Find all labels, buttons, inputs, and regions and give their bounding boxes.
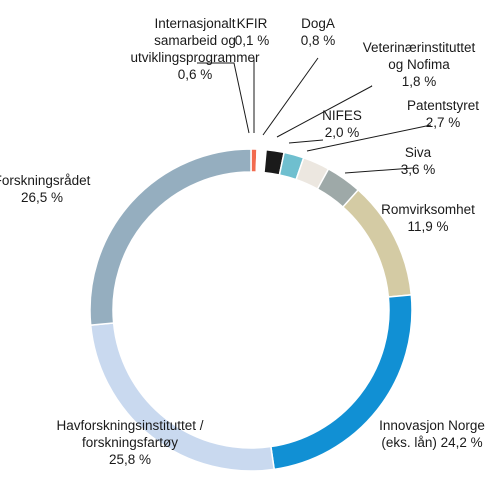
slice-label-line: 2,0 % <box>325 125 360 140</box>
slice-label-line: 0,1 % <box>235 33 270 48</box>
slice-label-7: Siva 3,6 % <box>401 145 436 177</box>
slice-label-3: DogA 0,8 % <box>301 16 336 48</box>
slice-label-line: Veterinærinstituttet <box>363 40 476 55</box>
slice-label-line: forskningsfartøy <box>82 435 178 450</box>
leader-line-7 <box>344 167 414 174</box>
slice-label-line: Internasjonalt <box>154 16 235 31</box>
slice-label-line: og Nofima <box>388 57 450 72</box>
slice-11 <box>89 148 252 326</box>
slice-label-10: Havforskningsinstituttet / forskningsfart… <box>56 418 203 467</box>
slice-label-line: 25,8 % <box>109 452 151 467</box>
leader-line-4 <box>276 85 373 138</box>
slice-label-line: samarbeid og <box>154 33 236 48</box>
leader-lines <box>197 57 432 174</box>
slice-label-line: Havforskningsinstituttet / <box>56 418 203 433</box>
slice-label-line: NIFES <box>322 108 362 123</box>
leader-line-1 <box>197 62 250 134</box>
slice-label-line: Patentstyret <box>407 98 479 113</box>
slice-label-9: Innovasjon Norge (eks. lån) 24,2 % <box>379 418 485 450</box>
slice-label-4: Veterinærinstituttet og Nofima 1,8 % <box>363 40 476 89</box>
slice-label-line: Romvirksomhet <box>381 202 475 217</box>
slice-label-line: Innovasjon Norge <box>379 418 485 433</box>
slice-label-line: 0,6 % <box>178 67 213 82</box>
slice-label-8: Romvirksomhet 11,9 % <box>381 202 475 234</box>
slice-label-line: 2,7 % <box>426 115 461 130</box>
slice-label-line: 11,9 % <box>407 219 448 234</box>
donut-slices <box>89 148 413 472</box>
slice-label-line: utviklingsprogrammer <box>130 50 260 65</box>
slice-labels: Internasjonalt samarbeid og utviklingsprog… <box>0 16 485 467</box>
slice-label-line: 3,6 % <box>401 162 436 177</box>
slice-label-line: 26,5 % <box>21 190 63 205</box>
slice-label-line: Forskningsrådet <box>0 173 91 188</box>
slice-label-line: DogA <box>301 16 335 31</box>
leader-line-5 <box>288 139 324 144</box>
slice-label-line: 1,8 % <box>402 74 437 89</box>
slice-label-11: Forskningsrådet 26,5 % <box>0 173 91 205</box>
slice-label-1: Internasjonalt samarbeid og utviklingsprog… <box>130 16 260 82</box>
leader-line-3 <box>262 57 319 136</box>
slice-label-line: 0,8 % <box>301 33 336 48</box>
leader-line-6 <box>306 124 432 152</box>
slice-label-2: KFIR 0,1 % <box>235 16 270 48</box>
slice-label-line: Siva <box>405 145 432 160</box>
slice-label-line: (eks. lån) 24,2 % <box>381 435 482 450</box>
slice-label-line: KFIR <box>237 16 268 31</box>
slice-label-5: NIFES 2,0 % <box>322 108 362 140</box>
slice-label-6: Patentstyret 2,7 % <box>407 98 479 130</box>
